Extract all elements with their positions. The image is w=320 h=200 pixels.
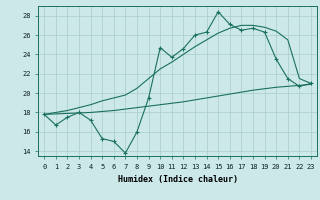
X-axis label: Humidex (Indice chaleur): Humidex (Indice chaleur) bbox=[118, 175, 238, 184]
